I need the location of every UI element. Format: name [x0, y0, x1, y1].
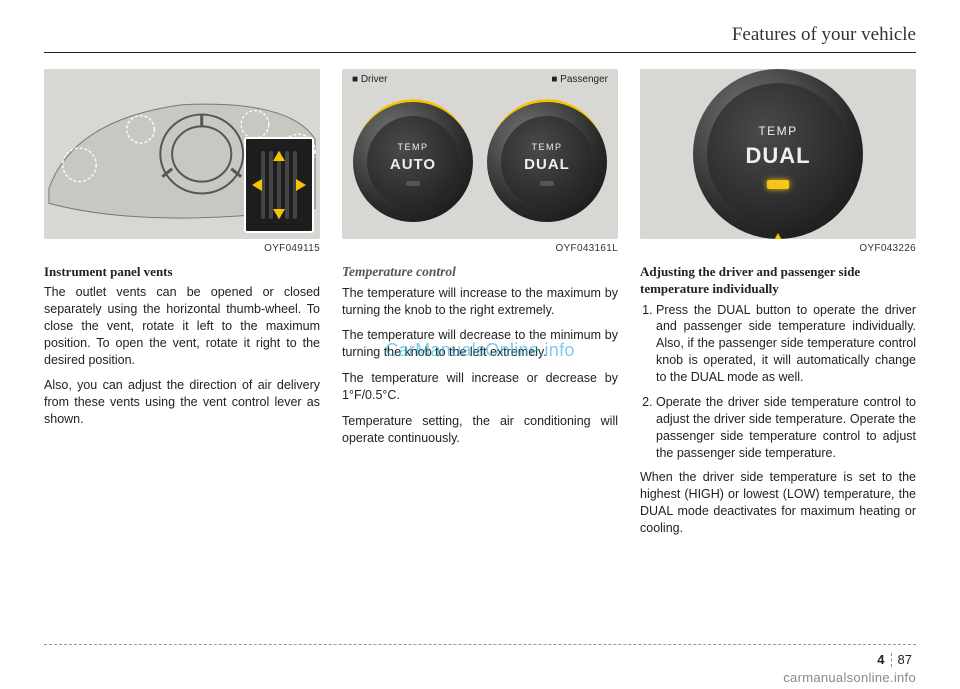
pagenum-separator: [891, 653, 892, 667]
page-header: Features of your vehicle: [44, 24, 916, 52]
passenger-label: ■ Passenger: [551, 73, 608, 87]
column-1: OYF049115 Instrument panel vents The out…: [44, 69, 320, 546]
col1-para-1: The outlet vents can be opened or closed…: [44, 284, 320, 368]
page-number: 4 87: [877, 652, 912, 667]
manual-page: Features of your vehicle CarManualsOnlin…: [0, 0, 960, 689]
col1-subhead: Instrument panel vents: [44, 263, 320, 281]
vent-inset: [244, 137, 314, 233]
dial-main-label: AUTO: [390, 155, 436, 175]
col3-para-1: When the driver side temperature is set …: [640, 469, 916, 537]
figure-2: ■ Driver ■ Passenger TEMP AUTO: [342, 69, 618, 256]
col3-step-2: Operate the driver side temperature cont…: [656, 394, 916, 462]
chapter-number: 4: [877, 652, 884, 667]
col3-steps: Press the DUAL button to operate the dri…: [640, 302, 916, 462]
page-no: 87: [898, 652, 912, 667]
dial-main-label: DUAL: [745, 141, 810, 171]
dial-led-lit-icon: [767, 180, 789, 189]
arrow-right-icon: [296, 179, 306, 191]
dial-temp-label: TEMP: [531, 141, 562, 153]
col3-subhead: Adjusting the driver and passenger side …: [640, 263, 916, 298]
col2-subhead: Temperature control: [342, 263, 618, 281]
figure-3-code: OYF043226: [640, 242, 916, 256]
col2-para-2: The temperature will decrease to the min…: [342, 327, 618, 361]
vent-arrows: [246, 139, 312, 231]
column-2: ■ Driver ■ Passenger TEMP AUTO: [342, 69, 618, 546]
site-watermark: carmanualsonline.info: [783, 670, 916, 685]
col2-para-1: The temperature will increase to the max…: [342, 285, 618, 319]
dual-dial-illustration: TEMP DUAL: [640, 69, 916, 239]
dial-main-label: DUAL: [524, 155, 570, 175]
figure-1-code: OYF049115: [44, 242, 320, 256]
arrow-left-icon: [252, 179, 262, 191]
col1-para-2: Also, you can adjust the direction of ai…: [44, 377, 320, 428]
arrow-down-icon: [273, 209, 285, 219]
dashboard-illustration: [44, 69, 320, 239]
footer-rule: [44, 644, 916, 645]
figure-2-code: OYF043161L: [342, 242, 618, 256]
col2-para-4: Temperature setting, the air conditionin…: [342, 413, 618, 447]
passenger-temp-dial: TEMP DUAL: [487, 102, 607, 222]
col3-step-1: Press the DUAL button to operate the dri…: [656, 302, 916, 386]
arrow-up-icon: [273, 151, 285, 161]
driver-label: ■ Driver: [352, 73, 387, 87]
dial-led-icon: [406, 181, 420, 186]
dial-temp-label: TEMP: [397, 141, 428, 153]
dial-temp-label: TEMP: [758, 123, 797, 139]
col2-para-3: The temperature will increase or decreas…: [342, 370, 618, 404]
header-rule: [44, 52, 916, 53]
column-3: TEMP DUAL OYF043226 Adjusting the driver…: [640, 69, 916, 546]
dial-led-icon: [540, 181, 554, 186]
dial-labels: ■ Driver ■ Passenger: [342, 69, 618, 91]
dual-temp-dial: TEMP DUAL: [693, 69, 863, 239]
section-title: Features of your vehicle: [732, 24, 916, 45]
driver-temp-dial: TEMP AUTO: [353, 102, 473, 222]
figure-1: OYF049115: [44, 69, 320, 256]
temp-dials-illustration: ■ Driver ■ Passenger TEMP AUTO: [342, 69, 618, 239]
figure-3: TEMP DUAL OYF043226: [640, 69, 916, 256]
content-columns: OYF049115 Instrument panel vents The out…: [44, 69, 916, 546]
arrow-up-icon: [769, 233, 787, 239]
